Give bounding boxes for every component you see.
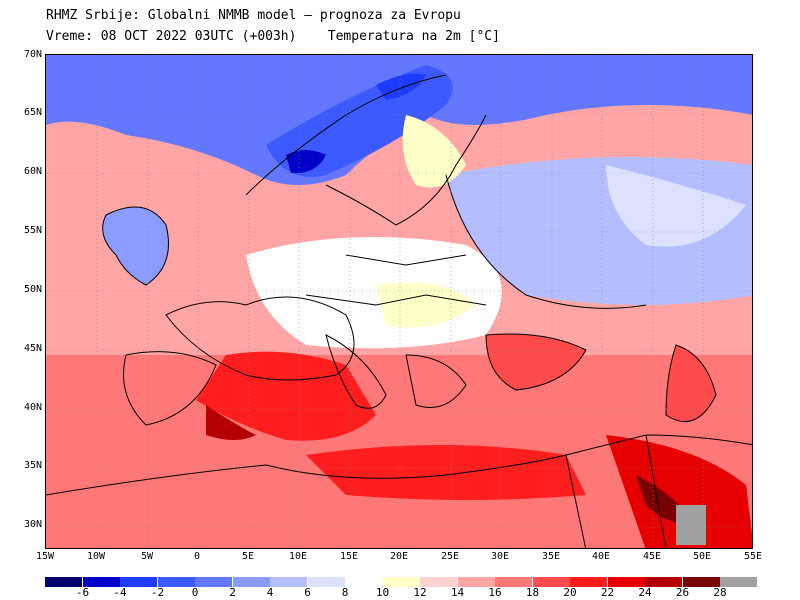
colorbar-label: 22 (600, 586, 615, 599)
colorbar-label: 26 (675, 586, 690, 599)
lat-label: 45N (23, 343, 42, 354)
lon-label: 0 (193, 551, 201, 562)
colorbar-swatch (645, 577, 682, 587)
colorbar-swatch (382, 577, 420, 587)
lat-label: 65N (23, 107, 42, 118)
lat-label: 60N (23, 166, 42, 177)
map-subtitle: Vreme: 08 OCT 2022 03UTC (+003h) Tempera… (46, 29, 500, 44)
lat-label: 35N (23, 460, 42, 471)
lat-label: 40N (23, 402, 42, 413)
colorbar-swatch (720, 577, 757, 587)
colorbar-label: 24 (638, 586, 652, 599)
colorbar-swatch (682, 577, 720, 587)
colorbar-label: -4 (113, 586, 127, 599)
colorbar-swatch (232, 577, 270, 587)
lon-label: 25E (440, 551, 460, 562)
colorbar-swatch (532, 577, 570, 587)
colorbar-label: 10 (375, 586, 390, 599)
lon-label: 35E (541, 551, 561, 562)
temperature-map (45, 54, 753, 549)
lon-label: 5E (241, 551, 255, 562)
lon-label: 50E (692, 551, 712, 562)
colorbar-swatch (82, 577, 120, 587)
colorbar-swatch (495, 577, 532, 587)
colorbar-swatch (157, 577, 195, 587)
colorbar-label: -2 (150, 586, 165, 599)
colorbar-label: 14 (450, 586, 465, 599)
map-canvas (46, 55, 752, 548)
lat-label: 30N (23, 519, 42, 530)
lon-label: 10W (86, 551, 106, 562)
colorbar-swatch (270, 577, 307, 587)
lon-label: 55E (743, 551, 763, 562)
map-title: RHMZ Srbije: Globalni NMMB model — progn… (46, 8, 461, 23)
colorbar-label: 6 (304, 586, 311, 599)
colorbar-label: 12 (413, 586, 427, 599)
colorbar-label: 2 (229, 586, 236, 599)
lon-label: 10E (288, 551, 308, 562)
colorbar-label: 8 (341, 586, 349, 599)
colorbar-label: 20 (563, 586, 577, 599)
lon-label: 30E (490, 551, 510, 562)
colorbar-swatch (195, 577, 232, 587)
lat-label: 50N (23, 284, 42, 295)
colorbar-label: 18 (525, 586, 540, 599)
colorbar-swatch (570, 577, 607, 587)
colorbar-swatch (307, 577, 345, 587)
colorbar-label: 28 (713, 586, 727, 599)
lat-label: 55N (23, 225, 42, 236)
colorbar-label: 16 (488, 586, 502, 599)
lon-label: 45E (642, 551, 662, 562)
forecast-time: Vreme: 08 OCT 2022 03UTC (+003h) (46, 29, 297, 44)
colorbar-swatch (607, 577, 645, 587)
colorbar-swatch (420, 577, 457, 587)
colorbar-swatch (457, 577, 495, 587)
lon-label: 20E (389, 551, 409, 562)
colorbar-swatch (120, 577, 157, 587)
lon-label: 15W (35, 551, 55, 562)
colorbar-label: 0 (191, 586, 199, 599)
colorbar-swatch (45, 577, 82, 587)
field-name: Temperatura na 2m [°C] (327, 29, 500, 44)
colorbar-label: 4 (266, 586, 274, 599)
colorbar-swatch (345, 577, 382, 587)
lon-label: 40E (591, 551, 611, 562)
lon-label: 15E (339, 551, 359, 562)
lat-label: 70N (23, 49, 42, 60)
lon-label: 5W (140, 551, 154, 562)
colorbar-label: -6 (75, 586, 90, 599)
